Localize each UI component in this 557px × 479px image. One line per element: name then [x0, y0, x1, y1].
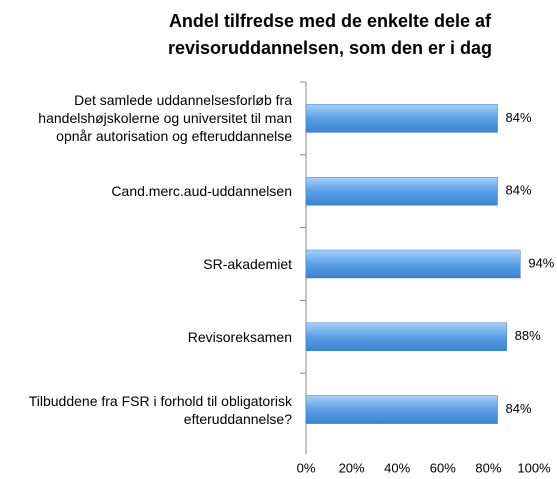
- y-tick-label: SR-akademiet: [203, 256, 292, 272]
- chart-title: Andel tilfredse med de enkelte dele af r…: [167, 11, 493, 58]
- x-tick-label: 40%: [384, 460, 410, 475]
- y-tick-label: Revisoreksamen: [187, 328, 292, 345]
- value-label: 88%: [515, 328, 541, 343]
- y-tick-label: Tilbuddene fra FSR i forhold til obligat…: [28, 392, 292, 427]
- y-tick-label: Cand.merc.aud-uddannelsen: [111, 183, 292, 200]
- bar: [305, 176, 498, 206]
- bar: [305, 104, 498, 133]
- x-tick-label: 80%: [475, 460, 501, 475]
- bar: [305, 322, 507, 352]
- bar: [305, 395, 498, 424]
- value-label: 84%: [506, 110, 532, 125]
- x-tick-label: 60%: [430, 460, 456, 475]
- y-tick-label: Det samlede uddannelsesforløb fra handel…: [38, 92, 292, 145]
- value-label: 84%: [506, 183, 532, 198]
- bar: [305, 249, 521, 279]
- x-tick-label: 0%: [297, 460, 316, 475]
- value-label: 94%: [528, 255, 554, 270]
- value-label: 84%: [506, 401, 532, 416]
- x-tick-label: 20%: [339, 460, 365, 475]
- x-tick-label: 100%: [517, 460, 551, 475]
